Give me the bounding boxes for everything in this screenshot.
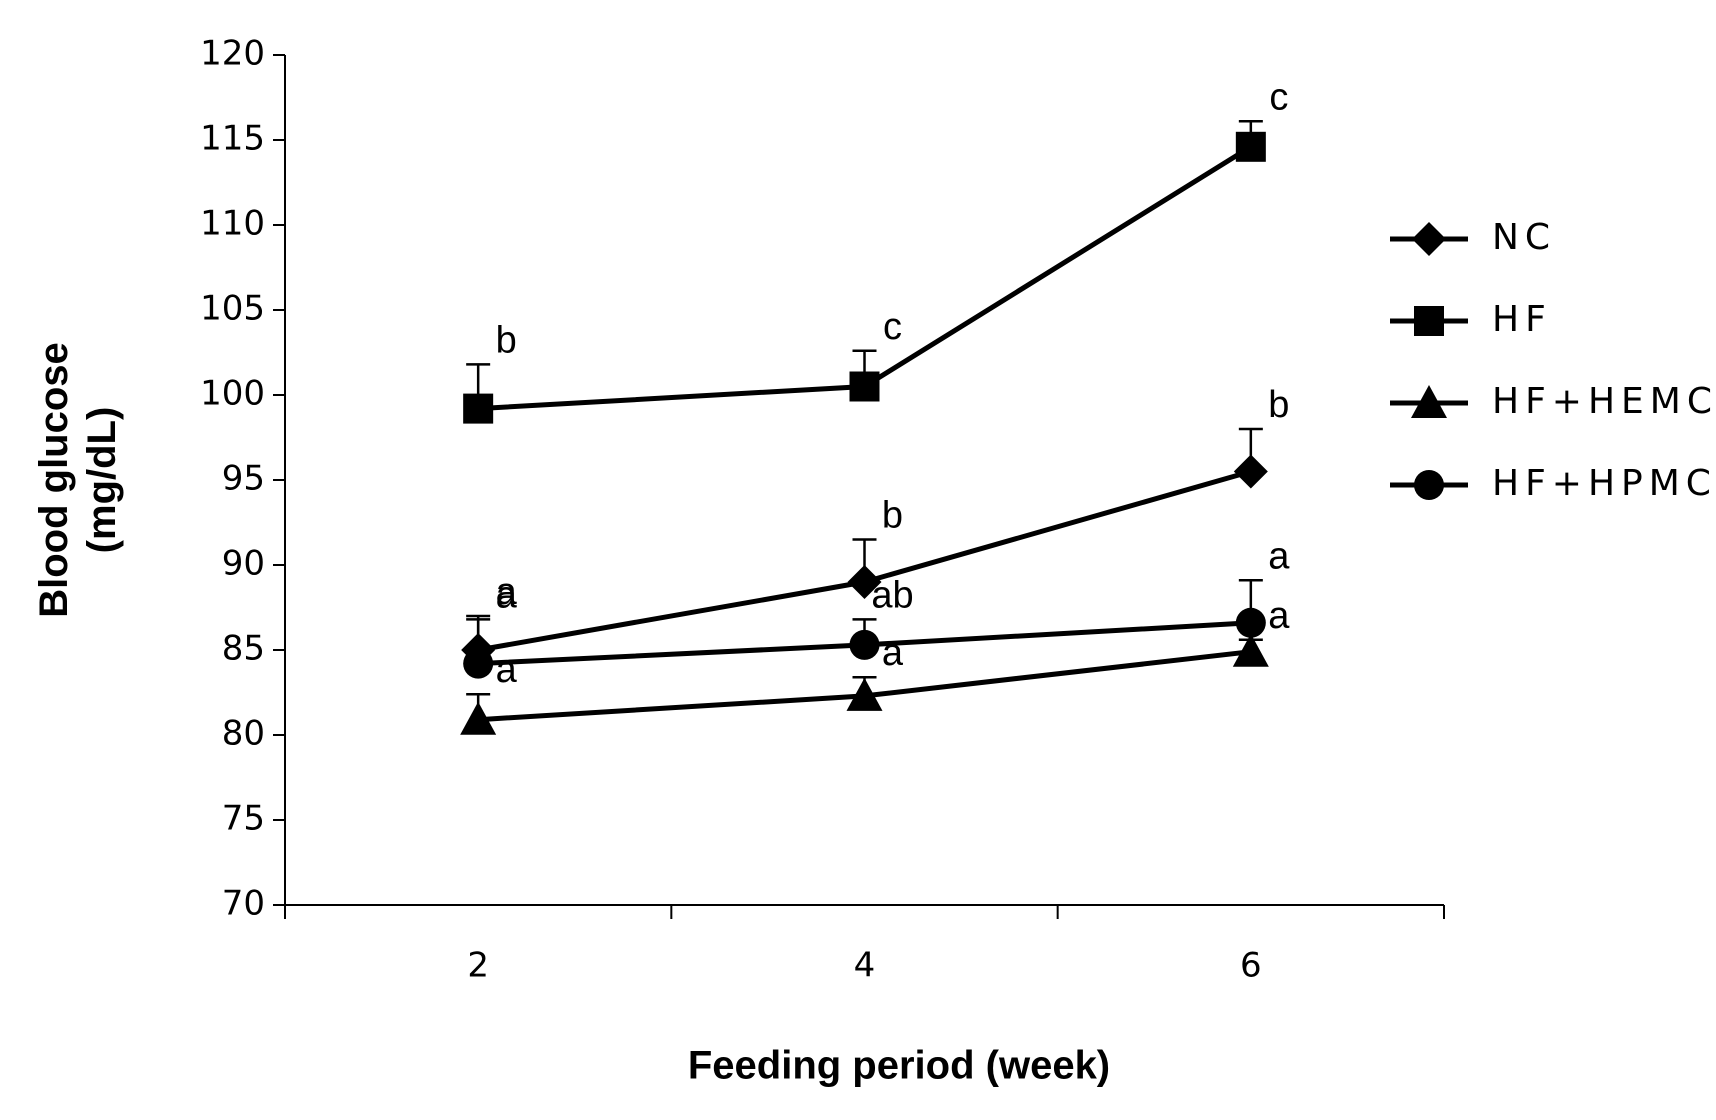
marker — [1232, 633, 1269, 667]
legend-label: HF+HEMC — [1492, 381, 1716, 422]
y-tick-label: 110 — [200, 204, 265, 244]
y-tick-label: 90 — [222, 544, 265, 584]
y-tick-label: 100 — [200, 374, 265, 414]
legend-marker — [1412, 222, 1446, 256]
legend-marker — [1411, 385, 1447, 418]
marker — [1233, 454, 1268, 489]
legend-label: HF+HPMC — [1492, 463, 1716, 504]
legend-marker — [1414, 470, 1444, 500]
marker — [849, 371, 880, 402]
x-tick-label: 6 — [1240, 946, 1262, 986]
marker — [846, 677, 883, 711]
y-tick-label: 70 — [222, 884, 265, 924]
legend-label: HF — [1492, 299, 1552, 340]
significance-label: a — [496, 574, 518, 616]
significance-label: b — [882, 495, 903, 537]
legend-marker — [1414, 306, 1444, 336]
y-tick-label: 95 — [222, 459, 265, 499]
significance-label: a — [496, 649, 518, 691]
significance-label: a — [1268, 595, 1290, 637]
x-axis-title: Feeding period (week) — [688, 1044, 1110, 1088]
significance-label: ab — [871, 574, 913, 616]
marker — [1235, 131, 1266, 162]
y-tick-label: 85 — [222, 629, 265, 669]
y-tick-label: 75 — [222, 799, 265, 839]
marker — [1235, 607, 1266, 638]
legend-label: NC — [1492, 217, 1556, 258]
y-tick-label: 105 — [200, 289, 265, 329]
significance-label: b — [496, 319, 517, 361]
x-tick-label: 2 — [467, 946, 489, 986]
marker — [463, 393, 494, 424]
y-tick-label: 115 — [200, 119, 265, 159]
y-tick-label: 120 — [200, 34, 265, 74]
y-axis-title: Blood glucose (mg/dL) — [32, 342, 124, 618]
significance-label: a — [1268, 535, 1290, 577]
marker — [463, 648, 494, 679]
marker — [460, 701, 497, 735]
x-tick-label: 4 — [854, 946, 876, 986]
marker — [849, 629, 880, 660]
marker — [847, 565, 882, 599]
significance-label: b — [1268, 384, 1289, 426]
significance-label: c — [883, 306, 902, 348]
significance-label: a — [496, 571, 518, 613]
y-tick-label: 80 — [222, 714, 265, 754]
significance-label: a — [882, 632, 904, 674]
significance-label: c — [1269, 76, 1288, 118]
